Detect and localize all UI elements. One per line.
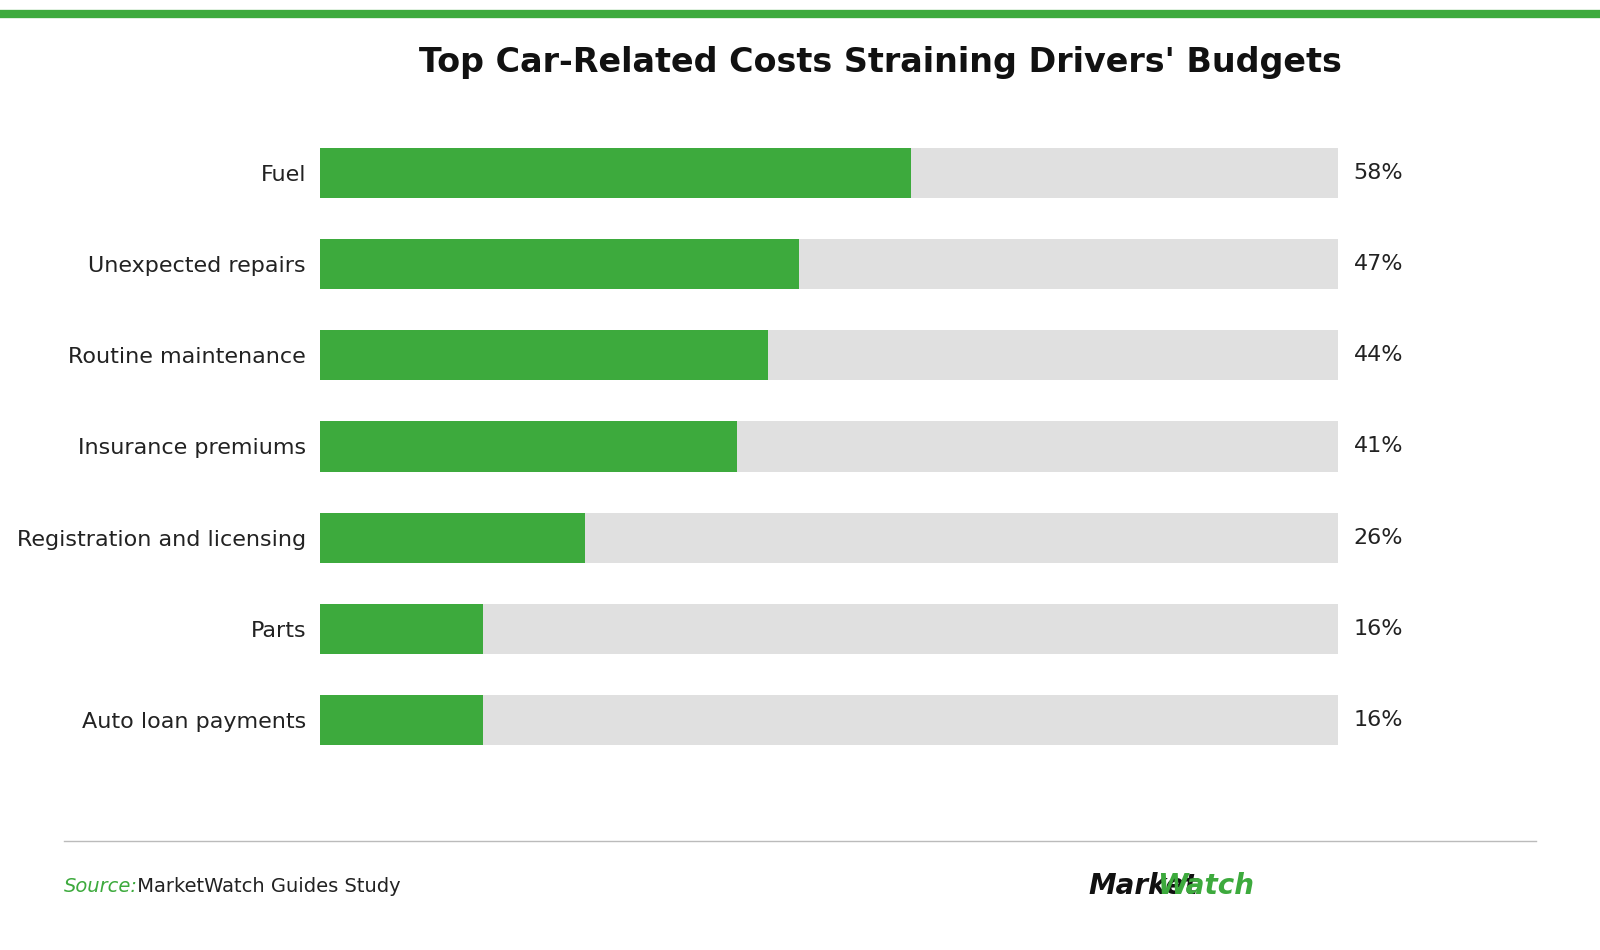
Bar <box>320 513 1338 562</box>
Bar <box>320 422 738 471</box>
Text: 41%: 41% <box>1354 436 1403 457</box>
Text: MarketWatch Guides Study: MarketWatch Guides Study <box>131 877 402 896</box>
Text: Market: Market <box>1088 872 1198 901</box>
Bar <box>320 694 1338 745</box>
Bar <box>320 603 483 654</box>
Text: Watch: Watch <box>1157 872 1254 901</box>
Bar <box>320 239 798 290</box>
Text: 58%: 58% <box>1354 163 1403 183</box>
Bar <box>320 603 1338 654</box>
Bar <box>320 513 584 562</box>
Text: 44%: 44% <box>1354 346 1403 366</box>
Text: 16%: 16% <box>1354 710 1403 730</box>
Text: 47%: 47% <box>1354 255 1403 275</box>
Bar <box>320 331 1338 380</box>
Text: 26%: 26% <box>1354 527 1403 547</box>
Bar <box>320 239 1338 290</box>
Bar <box>320 331 768 380</box>
Bar <box>320 148 910 199</box>
Bar <box>320 422 1338 471</box>
Text: Source:: Source: <box>64 877 138 896</box>
Bar <box>320 694 483 745</box>
Title: Top Car-Related Costs Straining Drivers' Budgets: Top Car-Related Costs Straining Drivers'… <box>419 47 1341 80</box>
Bar <box>320 148 1338 199</box>
Text: 16%: 16% <box>1354 618 1403 638</box>
Text: GUIDES: GUIDES <box>1314 872 1430 901</box>
